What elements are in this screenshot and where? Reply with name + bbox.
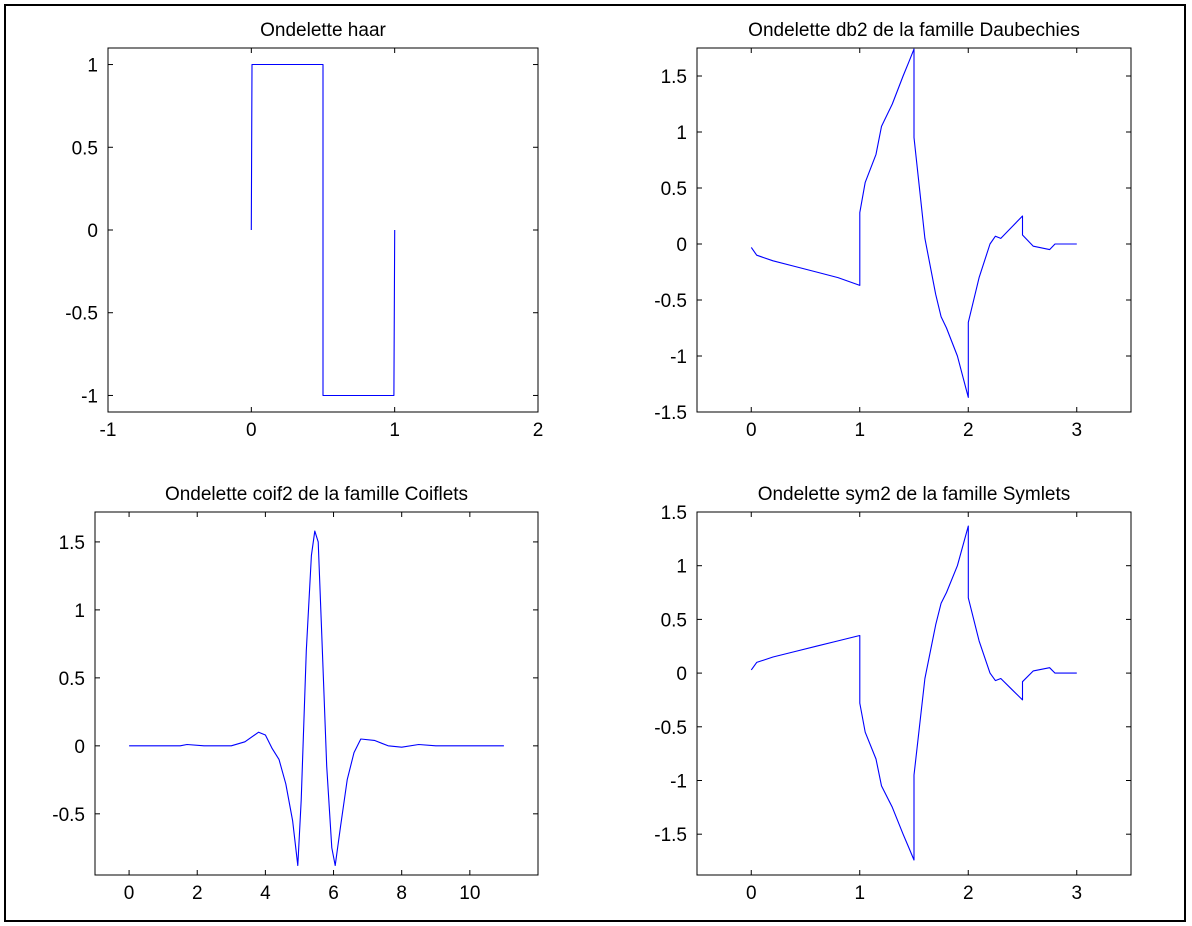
series-line bbox=[129, 530, 504, 867]
y-tick-label: 0 bbox=[676, 235, 687, 256]
y-tick-label: 1 bbox=[676, 123, 687, 144]
x-tick-label: 0 bbox=[746, 420, 757, 441]
chart-title: Ondelette haar bbox=[260, 20, 386, 41]
series-line bbox=[750, 48, 1077, 398]
y-tick-label: 0 bbox=[676, 664, 687, 685]
y-tick-label: 0 bbox=[74, 737, 85, 758]
y-tick-label: 1 bbox=[74, 601, 85, 622]
y-tick-label: -1.5 bbox=[654, 403, 687, 424]
chart-title: Ondelette coif2 de la famille Coiflets bbox=[165, 484, 468, 505]
subplot-sym2: Ondelette sym2 de la famille Symlets 0 1 2 3… bbox=[654, 484, 1132, 904]
y-tick-label: -0.5 bbox=[52, 805, 85, 826]
series-line bbox=[250, 63, 396, 397]
x-tick-label: -1 bbox=[100, 420, 117, 441]
y-tick-label: -1 bbox=[670, 347, 687, 368]
y-tick-label: 1 bbox=[676, 557, 687, 578]
x-tick-label: 4 bbox=[260, 883, 271, 904]
x-tick-label: 1 bbox=[389, 420, 400, 441]
x-tick-label: 2 bbox=[533, 420, 544, 441]
y-tick-label: 0 bbox=[87, 221, 98, 242]
x-tick-label: 0 bbox=[246, 420, 257, 441]
y-tick-label: -1 bbox=[81, 386, 98, 407]
y-tick-label: 1.5 bbox=[661, 503, 687, 524]
x-tick-label: 10 bbox=[459, 883, 480, 904]
y-tick-label: -0.5 bbox=[654, 718, 687, 739]
axes-box bbox=[696, 47, 1132, 413]
x-tick-label: 3 bbox=[1071, 883, 1082, 904]
y-tick-label: 0.5 bbox=[661, 610, 687, 631]
x-tick-label: 2 bbox=[963, 420, 974, 441]
chart-title: Ondelette db2 de la famille Daubechies bbox=[748, 20, 1080, 41]
y-tick-label: 0.5 bbox=[661, 179, 687, 200]
y-tick-label: -1 bbox=[670, 771, 687, 792]
axes-box bbox=[696, 511, 1132, 876]
subplot-coif2: Ondelette coif2 de la famille Coiflets 0 2… bbox=[52, 484, 539, 904]
x-tick-label: 1 bbox=[854, 883, 865, 904]
x-tick-label: 6 bbox=[328, 883, 339, 904]
y-tick-label: 1 bbox=[87, 56, 98, 77]
x-tick-label: 1 bbox=[854, 420, 865, 441]
y-tick-label: -0.5 bbox=[654, 291, 687, 312]
x-tick-label: 0 bbox=[746, 883, 757, 904]
x-tick-label: 0 bbox=[124, 883, 135, 904]
subplot-haar: Ondelette haar -1 0 1 2 -1 -0.5 0 0.5 1 bbox=[65, 20, 543, 441]
subplot-db2: Ondelette db2 de la famille Daubechies 0 1… bbox=[654, 20, 1132, 441]
y-tick-label: 1.5 bbox=[59, 533, 85, 554]
y-tick-label: 0.5 bbox=[72, 138, 98, 159]
axes-box bbox=[94, 511, 539, 876]
y-tick-label: 1.5 bbox=[661, 67, 687, 88]
y-tick-label: 0.5 bbox=[59, 669, 85, 690]
x-tick-label: 2 bbox=[192, 883, 203, 904]
y-tick-label: -0.5 bbox=[65, 304, 98, 325]
x-tick-label: 3 bbox=[1071, 420, 1082, 441]
chart-title: Ondelette sym2 de la famille Symlets bbox=[758, 484, 1071, 505]
x-tick-label: 8 bbox=[396, 883, 407, 904]
x-tick-label: 2 bbox=[963, 883, 974, 904]
y-tick-label: -1.5 bbox=[654, 825, 687, 846]
series-line bbox=[750, 525, 1077, 861]
